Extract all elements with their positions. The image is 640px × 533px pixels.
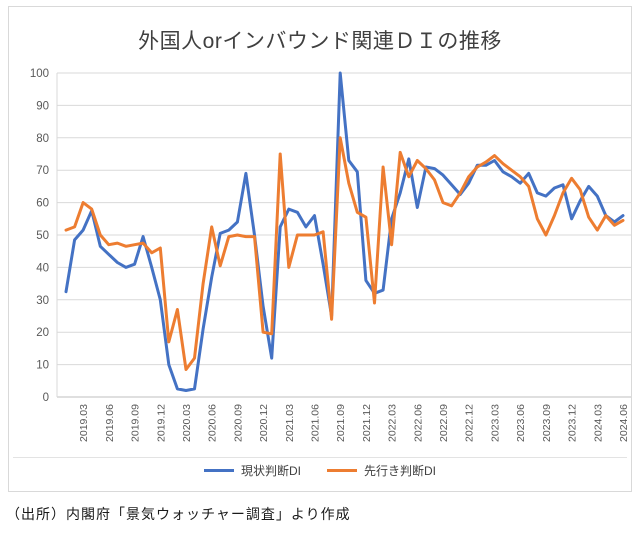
y-tick-label: 10 bbox=[36, 360, 49, 372]
x-tick-label: 2024.03 bbox=[592, 404, 604, 442]
x-tick-label: 2022.06 bbox=[412, 404, 424, 442]
y-tick-label: 70 bbox=[36, 165, 49, 177]
x-tick-label: 2024.06 bbox=[618, 404, 630, 442]
x-tick-label: 2022.12 bbox=[464, 404, 476, 442]
x-tick-label: 2023.03 bbox=[489, 404, 501, 442]
outlook-di-line bbox=[64, 136, 625, 371]
x-tick-label: 2023.09 bbox=[541, 404, 553, 442]
x-tick-label: 2019.06 bbox=[104, 404, 116, 442]
x-tick-label: 2021.09 bbox=[335, 404, 347, 442]
y-tick-label: 80 bbox=[36, 133, 49, 145]
y-tick-label: 0 bbox=[43, 392, 49, 404]
legend-item-current-di: 現状判断DI bbox=[203, 462, 301, 479]
current-di-line-swatch bbox=[203, 469, 234, 472]
x-tick-label: 2023.06 bbox=[515, 404, 527, 442]
x-tick-label: 2020.03 bbox=[181, 404, 193, 442]
x-tick-label: 2021.12 bbox=[361, 404, 373, 442]
legend-item-outlook-di: 先行き判断DI bbox=[327, 462, 436, 479]
y-tick-label: 40 bbox=[36, 262, 49, 274]
x-tick-label: 2022.09 bbox=[438, 404, 450, 442]
x-tick-label: 2020.12 bbox=[258, 404, 270, 442]
x-tick-label: 2023.12 bbox=[567, 404, 579, 442]
legend-label-outlook-di: 先行き判断DI bbox=[364, 464, 437, 478]
source-note: （出所）内閣府「景気ウォッチャー調査」より作成 bbox=[6, 506, 351, 522]
x-tick-label: 2019.09 bbox=[130, 404, 142, 442]
chart-legend: 現状判断DI 先行き判断DI bbox=[9, 462, 631, 479]
outlook-di-line-swatch bbox=[327, 469, 357, 472]
x-tick-label: 2020.09 bbox=[232, 404, 244, 442]
y-tick-label: 30 bbox=[36, 295, 49, 307]
y-tick-label: 20 bbox=[36, 327, 49, 339]
x-tick-label: 2019.12 bbox=[155, 404, 167, 442]
x-tick-label: 2021.03 bbox=[284, 404, 296, 442]
y-tick-label: 50 bbox=[36, 230, 49, 242]
chart-title: 外国人orインバウンド関連ＤＩの推移 bbox=[138, 30, 502, 53]
y-tick-label: 90 bbox=[36, 100, 49, 112]
chart-card: 外国人orインバウンド関連ＤＩの推移 0 10 20 30 40 50 60 70 80 90 10… bbox=[8, 6, 632, 492]
y-tick-label: 60 bbox=[36, 198, 49, 210]
legend-label-current-di: 現状判断DI bbox=[240, 464, 301, 478]
y-tick-label: 100 bbox=[30, 68, 49, 80]
legend-divider bbox=[13, 457, 627, 458]
x-tick-label: 2020.06 bbox=[207, 404, 219, 442]
x-tick-label: 2022.03 bbox=[387, 404, 399, 442]
x-tick-label: 2019.03 bbox=[78, 404, 90, 442]
x-tick-label: 2021.06 bbox=[310, 404, 322, 442]
current-di-line bbox=[64, 71, 625, 392]
